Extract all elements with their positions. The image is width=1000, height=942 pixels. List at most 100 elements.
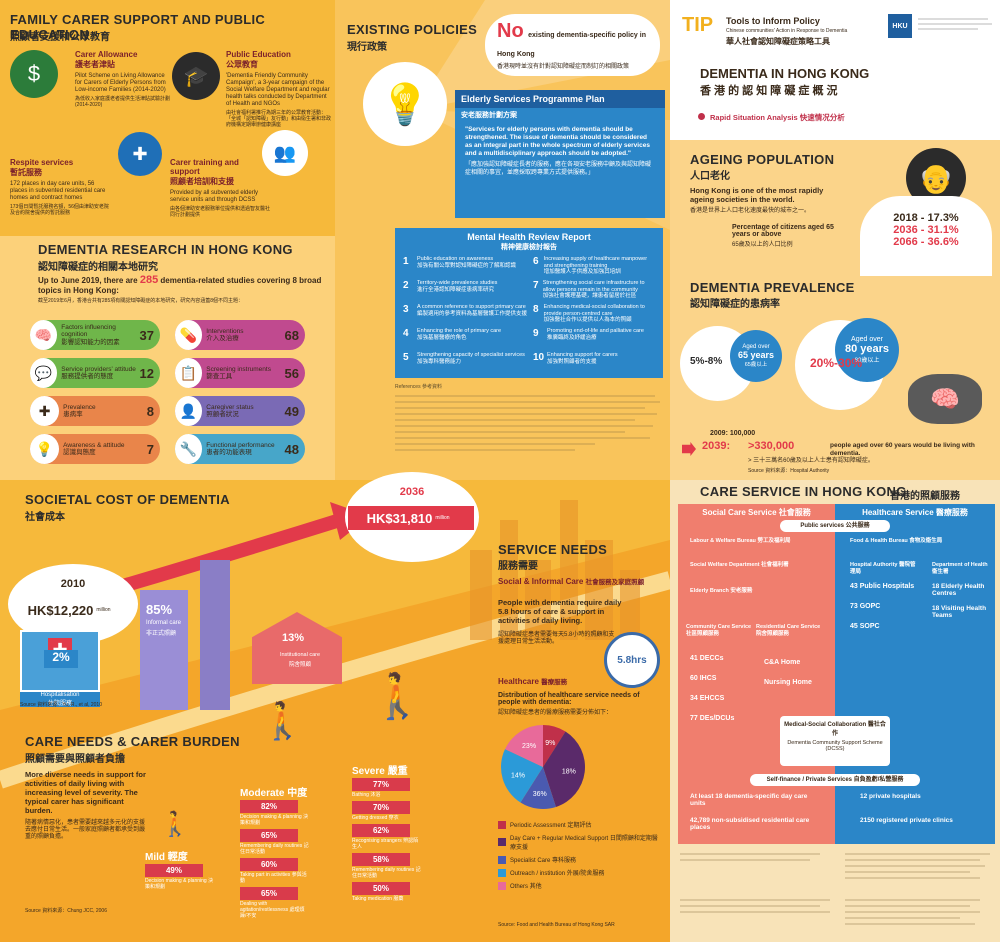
burden-pct: 77%: [352, 778, 410, 791]
topic-icon: ✚: [30, 396, 60, 426]
prev65-badge: Aged over 65 years 65歲以上: [730, 330, 782, 382]
healthcare-legend: Periodic Assessment 定期評估 Day Care + Regul…: [498, 820, 663, 894]
prev80-badge: Aged over 80 years 80歲以上: [835, 318, 899, 382]
legend-item: Outreach / institution 外展/院舍服務: [498, 868, 663, 877]
prev80-value: 20%-30%: [810, 356, 863, 370]
private-hospitals: 12 private hospitals: [860, 793, 921, 800]
cost-source: Source 資料來源：Yu, R., et al, 2010: [20, 702, 102, 708]
hand-care-icon: ✚: [118, 132, 162, 176]
policies-title-cn: 現行政策: [347, 42, 387, 53]
cost-title: SOCIETAL COST OF DEMENTIA: [25, 492, 230, 507]
espp-quote-cn: 「應加強認知障礙症長者的服務，應在各項安老服務中顧及與認知障礙症相關的事宜，並應…: [465, 162, 652, 176]
prev-2009: 2009: 100,000: [710, 430, 756, 437]
research-section: DEMENTIA RESEARCH IN HONG KONG 認知障礙症的相關本…: [0, 236, 335, 480]
burden-item: 50% Taking medication 服藥: [352, 882, 422, 902]
pie-label-5: 23%: [522, 743, 536, 750]
severe-bars: 77% Bathing 沐浴 70% Getting dressed 穿衣 62% Rec…: [352, 778, 422, 905]
mhr-item-9: 9 Promoting end-of-life and palliative ca…: [533, 328, 657, 341]
health-column: [835, 504, 995, 844]
informal-pct: 85%: [146, 602, 173, 617]
ha: Hospital Authority 醫院管理局: [850, 562, 916, 575]
topic-label-cn: 患病率: [63, 411, 83, 418]
moderate-label: Moderate 中度: [240, 788, 308, 799]
decc: 41 DECCs: [690, 655, 724, 662]
education-text-cn: 由社會福利署推行為期三年的公眾教育活動：「全城「認知障礙」友行動」和由衞生署和非…: [226, 110, 332, 128]
burden-pct: 60%: [240, 858, 298, 871]
pie-label-2: 18%: [562, 768, 576, 775]
topic-icon: 📋: [175, 358, 203, 388]
prev80-line3: 80歲以上: [854, 358, 880, 364]
hosp-pct: 2%: [44, 650, 78, 668]
prev-big-text: people aged over 60 years would be livin…: [830, 442, 975, 457]
lwb: Labour & Welfare Bureau 勞工及福利局: [690, 538, 791, 544]
needs-text: People with dementia require daily 5.8 h…: [498, 598, 622, 625]
legend-label: Periodic Assessment 定期評估: [510, 823, 592, 829]
topic-label-cn: 篩查工具: [206, 373, 233, 380]
cost-2036-year: 2036: [399, 486, 425, 498]
needs-dist: Distribution of healthcare service needs…: [498, 692, 640, 706]
burden-label: Remembering daily routines 記住日常活動: [352, 867, 421, 879]
care-title-cn: 香港的照顧服務: [890, 491, 960, 502]
respite-text-cn: 173個日間暫託服務名額，56個由津助安老院及合約院舍提供的暫託服務: [10, 204, 109, 216]
burden-pct: 65%: [240, 887, 298, 900]
research-topic-7: 💡 Awareness & attitude 認識與態度 7: [30, 434, 160, 464]
research-title: DEMENTIA RESEARCH IN HONG KONG: [38, 242, 293, 257]
research-title-cn: 認知障礙症的相關本地研究: [38, 262, 158, 273]
burden-pct: 70%: [352, 801, 410, 814]
burden-label: Recognising strangers 辨認陌生人: [352, 838, 419, 850]
mhr-item-cn: 推廣臨終及紓緩治療: [547, 334, 597, 341]
mhr-item-cn: 加強專科醫務能力: [417, 358, 462, 365]
topic-icon: 🔧: [175, 434, 203, 464]
cost-title-cn: 社會成本: [25, 512, 65, 523]
person-mild-icon: 🚶: [160, 811, 190, 838]
mhr-item-7: 7 Strengthening social care infrastructur…: [533, 280, 657, 300]
cost-2010-value-box: HK$12,220 million: [12, 598, 134, 622]
prev-big-cn: > 三十三萬名60歲及以上人士患有認知障礙症。: [748, 458, 874, 464]
burden-item: 65% Remembering daily routines 記住日常活動: [240, 829, 310, 855]
private-clinics: 2150 registered private clinics: [860, 817, 953, 824]
cost-2010-value: HK$12,220: [27, 602, 94, 618]
ageing-text-cn: 香港是世界上人口老化速度最快的城市之一。: [690, 208, 811, 214]
burden-item: 77% Bathing 沐浴: [352, 778, 422, 798]
needs-hc-cn: 醫療服務: [541, 679, 568, 686]
mild-bars: 49% Decision making & planning 決策和規劃: [145, 864, 215, 893]
graduation-cap-icon: 🎓: [172, 52, 220, 100]
mhr-item-10: 10 Enhancing support for carers 加強對照顧者的支援: [533, 352, 657, 365]
needs-source: Source: Food and Health Bureau of Hong K…: [498, 922, 615, 928]
prev-source: Source 資料來源：Hospital Authority: [748, 468, 830, 474]
mhr-item-num: 6: [533, 256, 539, 267]
prev65-line1: Aged over: [742, 344, 770, 350]
education-heading: Public Education: [226, 50, 291, 59]
mhr-item-4: 4 Enhancing the role of primary care 加強基層醫…: [403, 328, 527, 341]
mhr-item-text: Public education on awareness: [417, 256, 494, 262]
main-title: DEMENTIA IN HONG KONG: [700, 66, 870, 81]
burden-item: 62% Recognising strangers 辨認陌生人: [352, 824, 422, 850]
no-text-cn: 香港現時並沒有針對認知障礙症而制訂的相關政策: [497, 64, 630, 70]
needs-title: SERVICE NEEDS: [498, 542, 608, 557]
burden-item: 70% Getting dressed 穿衣: [352, 801, 422, 821]
mhr-item-cn: 增加醫護人手供應及加強其培訓: [543, 269, 621, 275]
mild-label: Mild 輕度: [145, 852, 188, 863]
nursing-home: Nursing Home: [764, 679, 812, 686]
mhr-item-6: 6 Increasing supply of healthcare manpowe…: [533, 256, 657, 276]
ageing-title: AGEING POPULATION: [690, 152, 835, 167]
topic-label: Caregiver status: [206, 403, 254, 411]
institution-label-cn: 院舍照顧: [288, 662, 311, 668]
respite-heading-cn: 暫託服務: [10, 168, 42, 177]
severe-label: Severe 嚴重: [352, 766, 408, 777]
social-column: [678, 504, 835, 844]
sopc: 45 SOPC: [850, 623, 880, 630]
mhr-item-cn: 加強對照顧者的支援: [547, 358, 597, 365]
ageing-row-3: 2066 - 36.6%: [893, 236, 959, 248]
legend-item: Others 其他: [498, 881, 663, 890]
legend-swatch: [498, 868, 506, 877]
burden-label: Remembering daily routines 記住日常活動: [240, 843, 309, 855]
burden-label: Decision making & planning 決策和規劃: [145, 878, 214, 890]
mhr-item-text: A common reference to support primary ca…: [417, 304, 526, 310]
allowance-heading-cn: 護老者津貼: [75, 60, 115, 69]
institution-label: Institutional care: [279, 652, 321, 658]
private-residential: 42,789 non-subsidised residential care p…: [690, 817, 810, 831]
mhr-item-text: Strengthening capacity of specialist ser…: [417, 352, 525, 358]
pie-slice-4: [501, 749, 543, 803]
ageing-row-1: 2018 - 17.3%: [893, 212, 959, 224]
